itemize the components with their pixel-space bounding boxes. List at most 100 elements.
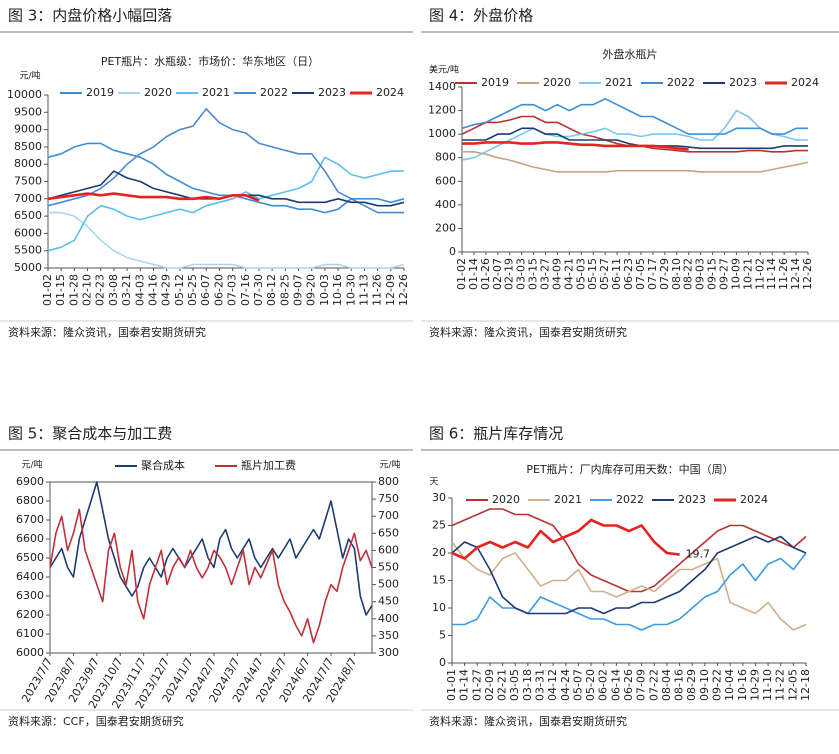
- x-tick-label: 02-10: [81, 274, 94, 306]
- x-tick-label: 05-27: [598, 258, 611, 290]
- series-line: [47, 192, 260, 202]
- x-tick-label: 04-16: [146, 274, 159, 306]
- x-tick-label: 10-16: [736, 669, 749, 701]
- figure-heading: 图 5：聚合成本与加工费: [8, 425, 172, 443]
- y2-unit: 元/吨: [379, 459, 400, 471]
- y-tick-label: 10: [432, 601, 446, 614]
- series-line: [47, 156, 404, 252]
- y-tick-label: 6900: [16, 475, 44, 488]
- x-tick-label: 03-08: [107, 274, 120, 306]
- legend-label: 聚合成本: [141, 458, 185, 472]
- x-tick-label: 01-14: [458, 669, 471, 701]
- figure-heading: 图 4：外盘价格: [429, 7, 533, 25]
- y-tick-label: 1400: [428, 80, 456, 93]
- x-tick-label: 02-09: [483, 669, 496, 701]
- series-line: [48, 211, 405, 269]
- x-tick-label: 06-02: [597, 669, 610, 701]
- y2-tick-label: 550: [378, 561, 399, 574]
- x-tick-label: 11-26: [371, 274, 384, 306]
- y-tick-label: 30: [432, 491, 446, 504]
- x-tick-label: 04-29: [160, 274, 173, 306]
- x-tick-label: 05-12: [173, 274, 186, 306]
- y-unit: 元/吨: [21, 459, 42, 471]
- x-tick-label: 10-16: [331, 274, 344, 306]
- x-tick-label: 07-29: [658, 258, 671, 290]
- y-tick-label: 6700: [16, 513, 44, 526]
- series-line: [452, 552, 807, 631]
- x-tick-label: 11-26: [777, 258, 790, 290]
- x-tick-label: 03-27: [539, 258, 552, 290]
- x-tick-label: 09-07: [292, 274, 305, 306]
- chart-title: PET瓶片：水瓶级：市场价：华东地区（日）: [101, 54, 319, 68]
- x-tick-label: 12-14: [789, 258, 802, 290]
- y-tick-label: 7500: [14, 175, 42, 188]
- y-unit: 元/吨: [19, 70, 40, 82]
- x-tick-label: 09-20: [305, 274, 318, 306]
- x-tick-label: 07-03: [226, 274, 239, 306]
- x-tick-label: 03-15: [527, 258, 540, 290]
- x-tick-label: 07-17: [646, 258, 659, 290]
- y-tick-label: 8000: [14, 157, 42, 170]
- x-tick-label: 01-15: [54, 274, 67, 306]
- figure-heading: 图 6：瓶片库存情况: [429, 425, 563, 443]
- x-tick-label: 11-22: [774, 669, 787, 701]
- x-tick-label: 09-22: [711, 669, 724, 701]
- data-label: 19.7: [686, 548, 711, 561]
- x-tick-label: 04-24: [559, 669, 572, 701]
- y-tick-label: 25: [432, 519, 446, 532]
- x-tick-label: 06-07: [199, 274, 212, 306]
- x-tick-label: 08-22: [682, 258, 695, 290]
- x-tick-label: 01-02: [41, 274, 54, 306]
- x-tick-label: 07-05: [634, 258, 647, 290]
- x-tick-label: 03-31: [534, 669, 547, 701]
- x-tick-label: 03-21: [120, 274, 133, 306]
- source-note: 资料来源：隆众资讯，国泰君安期货研究: [429, 325, 627, 339]
- x-tick-label: 11-10: [761, 669, 774, 701]
- x-tick-label: 09-10: [698, 669, 711, 701]
- x-tick-label: 09-03: [694, 258, 707, 290]
- x-tick-label: 01-28: [67, 274, 80, 306]
- x-tick-label: 03-05: [508, 669, 521, 701]
- x-tick-label: 02-07: [491, 258, 504, 290]
- y-tick-label: 6300: [16, 589, 44, 602]
- y2-tick-label: 600: [378, 543, 399, 556]
- legend-label: 2024: [791, 76, 819, 89]
- series-line: [461, 109, 808, 161]
- y2-tick-label: 500: [378, 578, 399, 591]
- x-tick-label: 07-30: [252, 274, 265, 306]
- x-tick-label: 06-14: [609, 669, 622, 701]
- x-tick-label: 10-29: [748, 669, 761, 701]
- y-tick-label: 5000: [14, 261, 42, 274]
- x-tick-label: 02-21: [496, 669, 509, 701]
- x-tick-label: 10-09: [729, 258, 742, 290]
- x-tick-label: 04-21: [562, 258, 575, 290]
- y-tick-label: 20: [432, 546, 446, 559]
- y2-tick-label: 650: [378, 526, 399, 539]
- series-line: [49, 481, 373, 616]
- x-tick-label: 05-03: [574, 258, 587, 290]
- x-tick-label: 12-05: [786, 669, 799, 701]
- y-tick-label: 6800: [16, 494, 44, 507]
- y-tick-label: 6500: [14, 209, 42, 222]
- y-tick-label: 8500: [14, 140, 42, 153]
- y-tick-label: 6200: [16, 608, 44, 621]
- y-tick-label: 800: [435, 151, 456, 164]
- x-tick-label: 08-10: [670, 258, 683, 290]
- y2-tick-label: 350: [378, 629, 399, 642]
- y-tick-label: 1000: [428, 127, 456, 140]
- chart-title: PET瓶片：厂内库存可用天数：中国（周）: [526, 462, 733, 476]
- series-line: [47, 108, 404, 214]
- series-line: [462, 151, 809, 173]
- x-tick-label: 01-27: [470, 669, 483, 701]
- x-tick-label: 10-30: [344, 274, 357, 306]
- source-note: 资料来源：隆众资讯，国泰君安期货研究: [8, 325, 206, 339]
- legend-label: 2022: [667, 76, 695, 89]
- series-line: [49, 508, 373, 644]
- source-note: 资料来源：CCF，国泰君安期货研究: [8, 714, 184, 728]
- x-tick-label: 03-03: [515, 258, 528, 290]
- legend-label: 2019: [481, 76, 509, 89]
- y-tick-label: 400: [435, 198, 456, 211]
- x-tick-label: 10-21: [741, 258, 754, 290]
- x-tick-label: 05-07: [571, 669, 584, 701]
- x-tick-label: 03-18: [521, 669, 534, 701]
